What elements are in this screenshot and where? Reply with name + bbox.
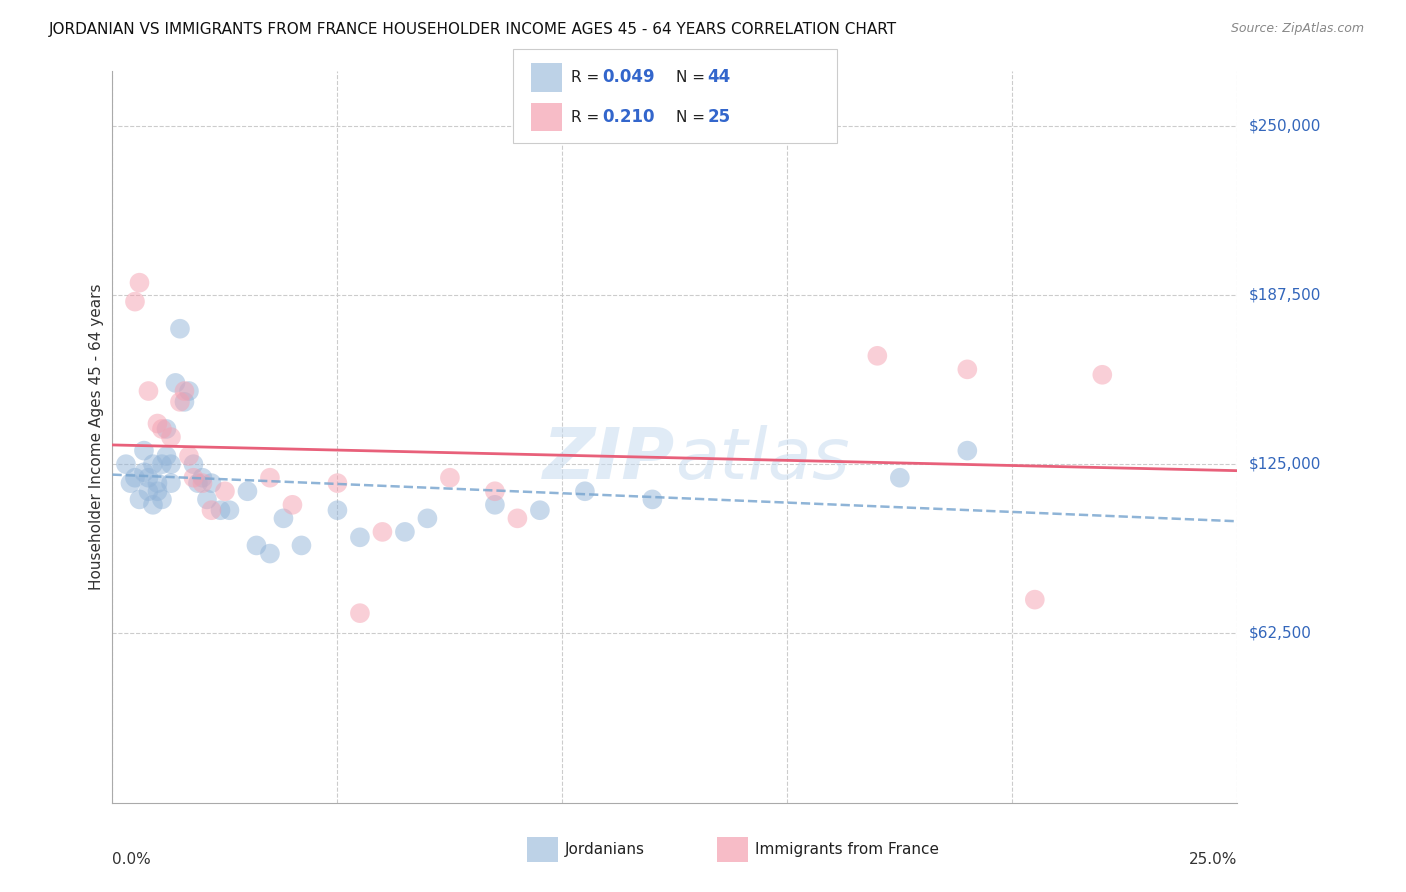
Point [1091, 368, 1114, 382]
Point [956, 362, 979, 376]
Y-axis label: Householder Income Ages 45 - 64 years: Householder Income Ages 45 - 64 years [89, 284, 104, 591]
Point [259, 547, 281, 561]
Text: 0.049: 0.049 [602, 69, 654, 87]
Point [326, 503, 349, 517]
Point [641, 492, 664, 507]
Point [160, 430, 183, 444]
Point [142, 457, 165, 471]
Text: ZIP: ZIP [543, 425, 675, 493]
Point [259, 471, 281, 485]
Point [183, 471, 205, 485]
Text: R =: R = [571, 70, 605, 85]
Point [173, 395, 195, 409]
Text: Immigrants from France: Immigrants from France [755, 842, 939, 856]
Point [138, 484, 160, 499]
Point [866, 349, 889, 363]
Point [439, 471, 461, 485]
Point [142, 498, 165, 512]
Point [146, 484, 169, 499]
Point [120, 476, 142, 491]
Point [169, 322, 191, 336]
Text: 0.210: 0.210 [602, 108, 654, 126]
Point [394, 524, 416, 539]
Point [128, 492, 150, 507]
Text: atlas: atlas [675, 425, 849, 493]
Point [218, 503, 240, 517]
Point [200, 503, 222, 517]
Point [281, 498, 304, 512]
Point [146, 417, 169, 431]
Text: $62,500: $62,500 [1249, 626, 1312, 641]
Text: $187,500: $187,500 [1249, 287, 1320, 302]
Point [484, 484, 506, 499]
Point [124, 471, 146, 485]
Point [371, 524, 394, 539]
Point [1024, 592, 1046, 607]
Point [956, 443, 979, 458]
Text: R =: R = [571, 110, 605, 125]
Point [177, 384, 200, 398]
Text: 0.0%: 0.0% [112, 852, 152, 866]
Point [195, 492, 218, 507]
Point [115, 457, 138, 471]
Text: 25.0%: 25.0% [1189, 852, 1237, 866]
Point [349, 530, 371, 544]
Point [416, 511, 439, 525]
Point [574, 484, 596, 499]
Point [191, 476, 214, 491]
Point [529, 503, 551, 517]
Point [187, 476, 209, 491]
Point [506, 511, 529, 525]
Point [214, 484, 236, 499]
Text: Source: ZipAtlas.com: Source: ZipAtlas.com [1230, 22, 1364, 36]
Point [889, 471, 911, 485]
Point [165, 376, 187, 390]
Point [177, 449, 200, 463]
Point [273, 511, 295, 525]
Point [236, 484, 259, 499]
Point [150, 422, 173, 436]
Point [349, 606, 371, 620]
Point [209, 503, 232, 517]
Point [150, 457, 173, 471]
Point [484, 498, 506, 512]
Point [160, 457, 183, 471]
Text: Jordanians: Jordanians [565, 842, 645, 856]
Point [132, 465, 155, 479]
Point [138, 384, 160, 398]
Text: $250,000: $250,000 [1249, 118, 1320, 133]
Text: N =: N = [676, 70, 710, 85]
Point [155, 422, 177, 436]
Point [128, 276, 150, 290]
Text: N =: N = [676, 110, 710, 125]
Text: 25: 25 [707, 108, 730, 126]
Point [132, 443, 155, 458]
Point [160, 476, 183, 491]
Point [290, 538, 312, 552]
Point [150, 492, 173, 507]
Point [124, 294, 146, 309]
Point [138, 471, 160, 485]
Point [146, 476, 169, 491]
Text: $125,000: $125,000 [1249, 457, 1320, 472]
Point [169, 395, 191, 409]
Point [183, 457, 205, 471]
Point [245, 538, 267, 552]
Point [200, 476, 222, 491]
Text: 44: 44 [707, 69, 731, 87]
Point [326, 476, 349, 491]
Point [173, 384, 195, 398]
Point [155, 449, 177, 463]
Point [191, 471, 214, 485]
Text: JORDANIAN VS IMMIGRANTS FROM FRANCE HOUSEHOLDER INCOME AGES 45 - 64 YEARS CORREL: JORDANIAN VS IMMIGRANTS FROM FRANCE HOUS… [49, 22, 897, 37]
